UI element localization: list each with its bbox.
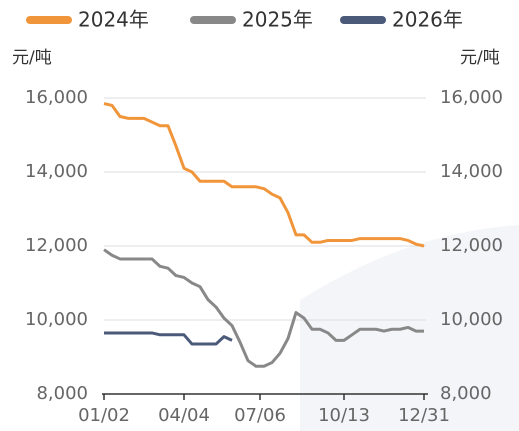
x-tick-label: 07/06 [234,405,286,426]
legend-label: 2025年 [242,8,313,32]
y2-tick-label: 8,000 [440,383,492,404]
legend-label: 2024年 [78,8,149,32]
series-line [104,331,233,346]
y2-tick-label: 14,000 [440,161,503,182]
x-tick-label: 01/02 [78,405,130,426]
y-tick-label: 16,000 [25,87,88,108]
y2-tick-label: 10,000 [440,309,503,330]
x-tick-label: 04/04 [158,405,210,426]
legend-swatch [26,16,72,24]
y-tick-label: 8,000 [36,383,88,404]
legend-label: 2026年 [392,8,463,32]
x-tick-label: 12/31 [398,405,450,426]
legend-swatch [340,16,386,24]
series-line [103,102,425,248]
y-tick-label: 10,000 [25,309,88,330]
y2-tick-label: 16,000 [440,87,503,108]
y-unit: 元/吨 [12,48,52,68]
x-tick-label: 10/13 [318,405,370,426]
series-line [103,248,424,368]
y-tick-label: 12,000 [25,235,88,256]
legend-swatch [190,16,236,24]
y2-unit: 元/吨 [460,48,500,68]
y-tick-label: 14,000 [25,161,88,182]
y2-tick-label: 12,000 [440,235,503,256]
